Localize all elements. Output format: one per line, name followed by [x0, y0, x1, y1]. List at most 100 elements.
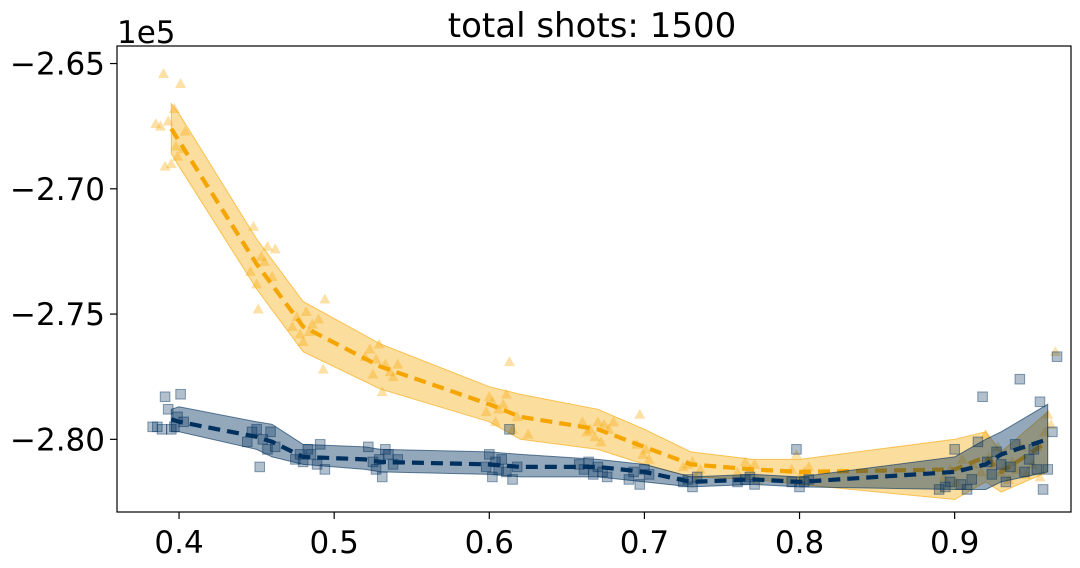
- data-point: [790, 448, 802, 459]
- data-point: [507, 423, 519, 434]
- plot-area: [147, 68, 1063, 501]
- data-point: [637, 448, 649, 459]
- data-point: [387, 459, 399, 470]
- data-point: [607, 416, 619, 427]
- data-point: [314, 439, 326, 450]
- data-point: [1034, 396, 1046, 408]
- series-line: [169, 127, 1049, 474]
- data-point: [493, 403, 505, 414]
- data-point: [175, 78, 187, 88]
- data-point: [992, 441, 1004, 452]
- data-point: [152, 421, 163, 433]
- data-point: [300, 306, 312, 316]
- data-point: [367, 368, 379, 379]
- data-point: [744, 471, 756, 483]
- data-point: [977, 391, 988, 403]
- data-point: [251, 278, 263, 289]
- data-point: [165, 424, 177, 435]
- data-point: [370, 353, 382, 364]
- data-point: [1023, 454, 1035, 465]
- data-point: [504, 424, 515, 435]
- y-tick-label: −2.65: [10, 47, 105, 83]
- data-point: [1049, 346, 1061, 357]
- data-point: [694, 463, 706, 474]
- data-point: [501, 466, 512, 478]
- data-point: [158, 68, 170, 78]
- data-point: [1034, 471, 1046, 482]
- data-point: [587, 469, 599, 480]
- axes: 0.4 0.5 0.6 0.7 0.8 0.9 −2.65 −2.70 −2.75 −2.80: [10, 45, 1072, 561]
- data-point: [480, 406, 492, 417]
- y-offset-label: 1e5: [117, 15, 176, 51]
- data-point: [261, 240, 273, 251]
- confidence-band: [170, 403, 1049, 490]
- data-point: [258, 255, 270, 266]
- data-point: [731, 466, 743, 477]
- data-point: [581, 426, 593, 437]
- data-point: [496, 454, 508, 465]
- axes-frame: [116, 45, 1072, 513]
- data-point: [1037, 484, 1049, 495]
- data-point: [511, 411, 523, 422]
- data-point: [1031, 464, 1043, 475]
- x-tick-label: 0.6: [465, 525, 514, 561]
- data-point: [290, 454, 301, 465]
- data-point: [175, 388, 186, 400]
- data-point: [168, 103, 180, 114]
- data-point: [634, 408, 646, 419]
- data-point: [576, 416, 588, 427]
- data-point: [955, 479, 967, 490]
- data-point: [319, 464, 331, 475]
- data-point: [1003, 473, 1015, 484]
- data-point: [294, 328, 306, 339]
- data-point: [262, 444, 273, 455]
- data-point: [961, 484, 973, 495]
- data-point: [589, 431, 601, 442]
- data-point: [265, 426, 276, 438]
- confidence-band: [170, 102, 1049, 501]
- data-point: [248, 220, 260, 231]
- data-point: [483, 391, 495, 402]
- data-point: [297, 336, 309, 347]
- data-point: [311, 459, 323, 470]
- x-tick-label: 0.7: [620, 525, 669, 561]
- data-point: [972, 436, 984, 448]
- data-point: [384, 366, 396, 377]
- data-point: [319, 293, 331, 304]
- data-point: [980, 428, 992, 439]
- data-point: [592, 416, 604, 427]
- data-point: [995, 459, 1007, 470]
- data-point: [1014, 373, 1026, 385]
- data-point: [162, 115, 174, 126]
- data-point: [305, 449, 317, 460]
- y-tick-label: −2.70: [10, 172, 105, 208]
- data-point: [986, 469, 998, 480]
- data-point: [489, 416, 501, 427]
- data-point: [313, 313, 325, 324]
- x-tick-label: 0.9: [930, 525, 979, 561]
- data-point: [376, 471, 388, 483]
- data-point: [364, 343, 376, 354]
- data-point: [162, 403, 174, 415]
- data-point: [503, 356, 515, 367]
- y-tick-label: −2.75: [10, 297, 105, 333]
- data-point: [1019, 466, 1030, 478]
- data-point: [165, 158, 177, 169]
- data-point: [507, 474, 518, 485]
- data-point: [643, 453, 655, 464]
- data-point: [480, 461, 492, 473]
- data-point: [254, 461, 266, 473]
- data-point: [601, 471, 613, 483]
- data-point: [392, 358, 404, 369]
- data-point: [623, 474, 635, 485]
- data-point: [497, 398, 509, 409]
- data-point: [244, 265, 256, 276]
- data-point: [578, 464, 590, 475]
- data-point: [933, 484, 945, 495]
- data-point: [483, 449, 495, 460]
- data-point: [154, 120, 166, 131]
- data-point: [159, 391, 171, 403]
- data-point: [380, 444, 391, 455]
